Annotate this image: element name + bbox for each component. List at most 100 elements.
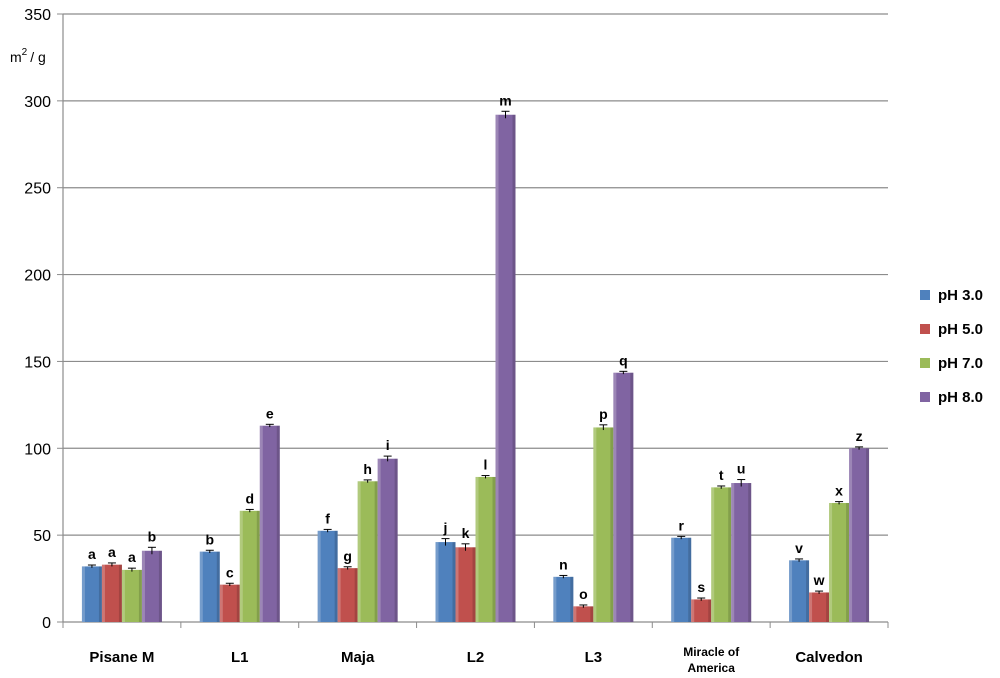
significance-label: u — [737, 461, 746, 477]
bar — [121, 569, 142, 622]
bar — [593, 427, 614, 622]
legend-swatch — [920, 358, 930, 368]
significance-label: o — [579, 586, 588, 602]
significance-label: f — [325, 510, 330, 526]
bar — [475, 476, 496, 622]
significance-label: z — [856, 428, 863, 444]
gridlines — [63, 13, 888, 536]
bar-highlight — [337, 568, 341, 622]
significance-label: b — [206, 531, 215, 547]
bar-shade — [728, 487, 732, 622]
bar-shade — [688, 537, 692, 622]
significance-label: b — [148, 528, 157, 544]
bar — [573, 606, 594, 622]
significance-label: q — [619, 352, 628, 368]
bar — [809, 592, 830, 622]
legend-label: pH 7.0 — [938, 355, 983, 372]
significance-label: m — [499, 92, 511, 108]
bar-shade — [374, 481, 378, 622]
bar-highlight — [849, 448, 853, 622]
legend-swatch — [920, 324, 930, 334]
y-axis-unit-label: m2/ g — [10, 47, 46, 65]
bar-shade — [846, 503, 850, 622]
bar-shade — [610, 427, 614, 622]
y-tick-label: 250 — [24, 181, 51, 198]
y-axis-unit-main: m — [10, 49, 22, 65]
bar-shade — [256, 510, 260, 622]
bar-highlight — [121, 569, 125, 622]
bar — [849, 448, 870, 622]
bar-shade — [570, 576, 574, 622]
legend-swatch — [920, 290, 930, 300]
bar — [711, 487, 732, 622]
legend-label: pH 3.0 — [938, 287, 983, 304]
x-category-label: Maja — [341, 649, 375, 666]
bar-highlight — [829, 503, 833, 622]
bar-shade — [866, 448, 870, 622]
bar — [357, 481, 378, 622]
y-tick-label: 350 — [24, 7, 51, 24]
bar — [435, 542, 456, 622]
bar — [141, 550, 162, 622]
x-category-label: L1 — [231, 649, 249, 666]
bar-highlight — [613, 372, 617, 622]
bar-shade — [394, 458, 398, 622]
bar-shade — [492, 476, 496, 622]
bar — [239, 510, 260, 622]
bar — [81, 566, 102, 622]
bar-shade — [354, 568, 358, 622]
bar-highlight — [553, 576, 557, 622]
bar-shade — [748, 483, 752, 622]
bar-highlight — [435, 542, 439, 622]
bar — [731, 483, 752, 622]
bar — [553, 576, 574, 622]
significance-label: c — [226, 564, 234, 580]
bar-shade — [216, 551, 220, 622]
bar-highlight — [199, 551, 203, 622]
bar-highlight — [357, 481, 361, 622]
bar — [219, 584, 240, 622]
significance-label: p — [599, 406, 608, 422]
bar — [101, 564, 122, 622]
bar — [495, 114, 516, 623]
bar — [789, 560, 810, 622]
bar-shade — [708, 599, 712, 622]
y-tick-label: 300 — [24, 94, 51, 111]
significance-label: s — [697, 579, 705, 595]
significance-label: g — [343, 548, 352, 564]
significance-label: x — [835, 483, 843, 499]
bar — [829, 503, 850, 622]
significance-label: l — [484, 457, 488, 473]
x-category-label: L3 — [585, 649, 603, 666]
bar — [691, 599, 712, 622]
bar-shade — [334, 530, 338, 622]
bar-highlight — [239, 510, 243, 622]
bar-highlight — [475, 476, 479, 622]
bar-highlight — [141, 550, 145, 622]
bar-shade — [630, 372, 634, 622]
y-axis-unit-rest: / g — [30, 49, 46, 65]
bar-shade — [98, 566, 102, 622]
significance-label: d — [246, 490, 255, 506]
bar-shade — [236, 584, 240, 622]
bar-shade — [512, 114, 516, 623]
x-category-label: Miracle of America — [683, 645, 740, 675]
bar-highlight — [711, 487, 715, 622]
bar-highlight — [317, 530, 321, 622]
significance-label: a — [128, 549, 136, 565]
bar — [455, 547, 476, 622]
bar-highlight — [731, 483, 735, 622]
y-tick-label: 200 — [24, 268, 51, 285]
bar-highlight — [259, 425, 263, 622]
legend-label: pH 5.0 — [938, 321, 983, 338]
significance-label: r — [678, 517, 684, 533]
significance-label: j — [443, 520, 448, 536]
bar-shade — [276, 425, 280, 622]
bar-highlight — [377, 458, 381, 622]
bar-shade — [138, 569, 142, 622]
bar-highlight — [809, 592, 813, 622]
significance-label: i — [386, 437, 390, 453]
bar-shade — [826, 592, 830, 622]
